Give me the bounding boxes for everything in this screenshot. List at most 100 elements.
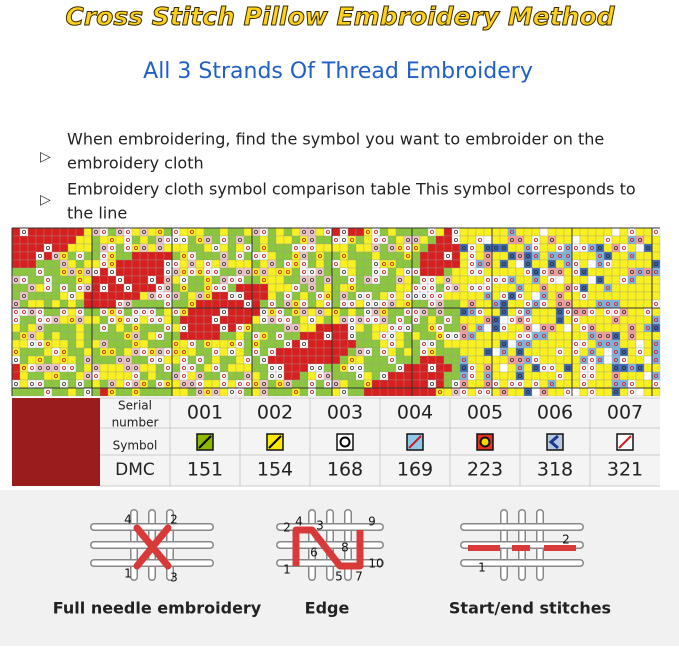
grid-cell: [371, 299, 381, 309]
grid-cell: [491, 355, 501, 365]
grid-cell: [547, 331, 557, 341]
grid-cell: [499, 315, 509, 325]
grid-cell: [395, 267, 405, 277]
grid-cell: [387, 259, 397, 269]
cell-symbol: [566, 245, 571, 250]
grid-cell: [179, 267, 189, 277]
grid-cell: [43, 291, 53, 301]
grid-cell: [403, 315, 413, 325]
grid-cell: [235, 363, 245, 373]
grid-cell: [155, 275, 165, 285]
grid-cell: [547, 387, 557, 397]
grid-cell: [235, 275, 245, 285]
cell-symbol: [542, 333, 547, 338]
cell-symbol: [70, 365, 75, 370]
grid-cell: [355, 323, 365, 333]
grid-cell: [331, 323, 341, 333]
grid-cell: [299, 331, 309, 341]
grid-cell: [267, 379, 277, 389]
grid-cell: [307, 267, 317, 277]
symbol-mark: [618, 435, 632, 449]
grid-cell: [491, 363, 501, 373]
cell-symbol: [309, 229, 314, 234]
grid-cell: [195, 299, 205, 309]
grid-cell: [35, 275, 45, 285]
grid-cell: [51, 267, 61, 277]
grid-cell: [307, 251, 317, 261]
grid-cell: [331, 371, 341, 381]
grid-cell: [403, 275, 413, 285]
diagram-label: Full needle embroidery: [53, 599, 262, 618]
grid-cell: [347, 387, 357, 397]
cell-symbol: [149, 349, 154, 354]
grid-cell: [571, 387, 581, 397]
grid-cell: [371, 387, 381, 397]
cell-symbol: [269, 309, 274, 314]
grid-cell: [267, 315, 277, 325]
grid-cell: [611, 283, 621, 293]
grid-cell: [619, 291, 629, 301]
pattern-grid: [11, 227, 661, 397]
cell-symbol: [165, 325, 170, 330]
grid-cell: [243, 243, 253, 253]
grid-cell: [499, 363, 509, 373]
grid-cell: [131, 291, 141, 301]
grid-cell: [539, 275, 549, 285]
grid-cell: [403, 299, 413, 309]
cell-symbol: [94, 365, 99, 370]
grid-cell: [347, 291, 357, 301]
grid-cell: [35, 379, 45, 389]
grid-cell: [35, 339, 45, 349]
grid-cell: [435, 347, 445, 357]
grid-cell: [123, 291, 133, 301]
grid-cell: [67, 379, 77, 389]
grid-cell: [619, 267, 629, 277]
cell-symbol: [62, 269, 67, 274]
grid-cell: [203, 339, 213, 349]
cell-symbol: [469, 285, 474, 290]
cell-symbol: [373, 269, 378, 274]
cell-symbol: [46, 277, 51, 282]
grid-cell: [251, 283, 261, 293]
grid-cell: [411, 363, 421, 373]
grid-cell: [611, 379, 621, 389]
cell-symbol: [622, 245, 627, 250]
cell-symbol: [133, 309, 138, 314]
grid-cell: [323, 299, 333, 309]
grid-cell: [259, 267, 269, 277]
cell-symbol: [205, 237, 210, 242]
grid-cell: [491, 371, 501, 381]
cell-symbol: [118, 309, 123, 314]
grid-cell: [579, 307, 589, 317]
cell-symbol: [78, 277, 83, 282]
grid-cell: [651, 379, 661, 389]
cell-symbol: [237, 325, 242, 330]
cell-symbol: [501, 277, 506, 282]
grid-cell: [227, 235, 237, 245]
grid-cell: [651, 363, 661, 373]
cell-symbol: [413, 317, 418, 322]
grid-cell: [243, 291, 253, 301]
grid-cell: [379, 331, 389, 341]
cell-symbol: [197, 293, 202, 298]
grid-cell: [227, 251, 237, 261]
cell-symbol: [485, 381, 490, 386]
cell-symbol: [646, 309, 651, 314]
grid-cell: [475, 371, 485, 381]
grid-cell: [307, 259, 317, 269]
cell-symbol: [614, 245, 619, 250]
cell-symbol: [357, 317, 362, 322]
grid-cell: [435, 355, 445, 365]
cell-symbol: [501, 293, 506, 298]
cell-symbol: [606, 309, 611, 314]
grid-cell: [211, 307, 221, 317]
cell-symbol: [389, 325, 394, 330]
grid-cell: [171, 315, 181, 325]
cell-symbol: [437, 301, 442, 306]
grid-cell: [139, 379, 149, 389]
grid-cell: [523, 331, 533, 341]
grid-cell: [531, 243, 541, 253]
grid-cell: [107, 371, 117, 381]
grid-cell: [131, 379, 141, 389]
grid-cell: [395, 355, 405, 365]
